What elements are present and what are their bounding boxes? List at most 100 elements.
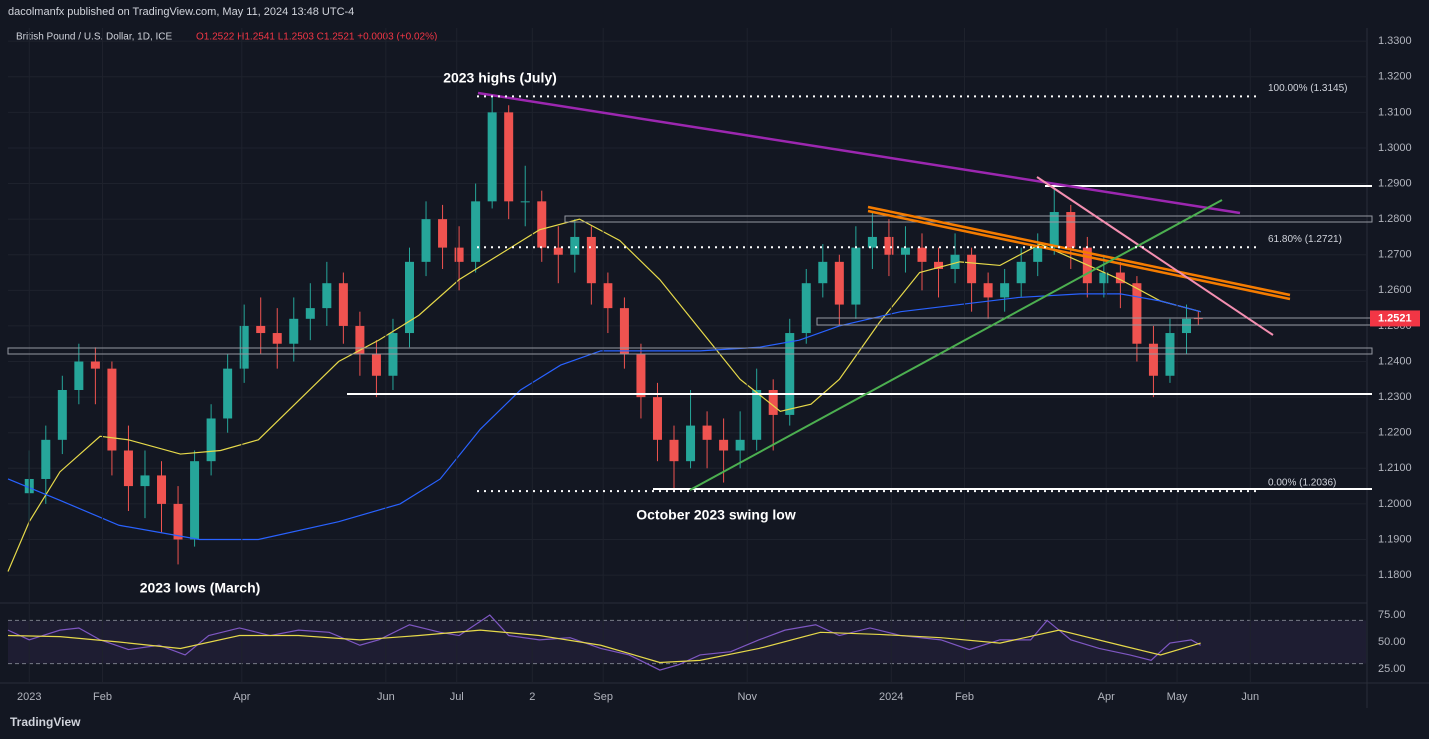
- candle-body: [884, 236, 894, 255]
- candle-body: [190, 461, 200, 540]
- x-tick-label: Feb: [955, 691, 974, 703]
- candle-body: [801, 283, 811, 334]
- fib-label: 61.80% (1.2721): [1268, 234, 1342, 245]
- candle-body: [471, 201, 481, 262]
- candle-body: [1016, 261, 1026, 284]
- x-tick-label: 2023: [17, 691, 41, 703]
- candle-body: [652, 397, 662, 440]
- candle-body: [1193, 318, 1203, 320]
- candle-body: [421, 219, 431, 262]
- candle-body: [1033, 247, 1043, 262]
- candle-body: [570, 236, 580, 255]
- candle-body: [834, 261, 844, 305]
- candle-body: [305, 308, 315, 319]
- candle-body: [636, 354, 646, 398]
- candle-body: [619, 308, 629, 355]
- candle-body: [239, 325, 249, 369]
- trendline: [477, 91, 1241, 215]
- zone: [564, 215, 1373, 223]
- candle-body: [900, 247, 910, 255]
- x-tick-label: Feb: [93, 691, 112, 703]
- candle-body: [57, 389, 67, 440]
- candle-body: [256, 325, 266, 334]
- candle-body: [140, 475, 150, 487]
- y-tick-label: 1.2200: [1378, 427, 1412, 439]
- candle-body: [1049, 212, 1059, 248]
- candle-body: [487, 112, 497, 202]
- x-tick-label: Jun: [1241, 691, 1259, 703]
- trendline: [867, 209, 1291, 301]
- candle-body: [785, 333, 795, 415]
- candle-body: [504, 112, 514, 202]
- candle-body: [520, 201, 530, 203]
- trendline: [867, 205, 1291, 297]
- candle-body: [107, 368, 117, 451]
- y-tick-label: 1.3200: [1378, 71, 1412, 83]
- candle-body: [537, 201, 547, 248]
- pane: [7, 28, 1366, 683]
- candle-body: [322, 283, 332, 309]
- y-tick-label: 25.00: [1378, 663, 1406, 675]
- candle-body: [967, 254, 977, 284]
- fib-label: 0.00% (1.2036): [1268, 478, 1336, 489]
- annotation: October 2023 swing low: [636, 507, 796, 523]
- trendline: [689, 199, 1223, 491]
- y-tick-label: 1.2700: [1378, 249, 1412, 261]
- annotation: 2023 lows (March): [140, 580, 261, 596]
- candle-body: [1066, 212, 1076, 248]
- ohlc: O1.2522 H1.2541 L1.2503 C1.2521 +0.0003 …: [196, 32, 437, 43]
- footer-logo: TradingView: [10, 715, 81, 729]
- candle-body: [1099, 272, 1109, 284]
- candle-body: [1132, 283, 1142, 344]
- candle-body: [173, 503, 183, 540]
- x-tick-label: 2024: [879, 691, 903, 703]
- price-tag: [1370, 310, 1420, 327]
- candle-body: [669, 439, 679, 462]
- y-tick-label: 1.3100: [1378, 106, 1412, 118]
- candle-body: [404, 261, 414, 334]
- price-tag-label: 1.2521: [1378, 312, 1412, 324]
- y-tick-label: 1.2600: [1378, 284, 1412, 296]
- trendline: [1036, 176, 1274, 336]
- candle-body: [41, 439, 51, 479]
- candle-body: [702, 425, 712, 440]
- candle-body: [90, 361, 100, 369]
- trendlines: [477, 91, 1291, 491]
- candle-body: [934, 261, 944, 269]
- candle-body: [603, 283, 613, 309]
- y-tick-label: 1.2300: [1378, 391, 1412, 403]
- annotation: 2023 highs (July): [443, 70, 557, 86]
- candle-body: [338, 283, 348, 326]
- y-tick-label: 75.00: [1378, 609, 1406, 621]
- candle-body: [818, 261, 828, 284]
- candle-body: [289, 318, 299, 344]
- y-tick-label: 1.3300: [1378, 35, 1412, 47]
- candle-body: [851, 247, 861, 305]
- candle-body: [917, 247, 927, 262]
- rsi-band: [8, 620, 1366, 664]
- candle-body: [206, 418, 216, 462]
- candle-body: [454, 247, 464, 262]
- candle-body: [438, 219, 448, 248]
- x-tick-label: Jul: [450, 691, 464, 703]
- zone: [7, 347, 1373, 355]
- candle-body: [355, 325, 365, 355]
- y-tick-label: 1.1900: [1378, 533, 1412, 545]
- x-tick-label: Sep: [593, 691, 613, 703]
- candle-body: [719, 439, 729, 451]
- candle-body: [553, 247, 563, 255]
- line: [7, 629, 1201, 664]
- x-tick-label: 2: [529, 691, 535, 703]
- candle-body: [272, 333, 282, 344]
- candle-body: [74, 361, 84, 390]
- candle-body: [867, 236, 877, 248]
- candle-body: [752, 389, 762, 440]
- fib-label: 100.00% (1.3145): [1268, 83, 1348, 94]
- candle-body: [1182, 318, 1192, 334]
- candle-body: [157, 475, 167, 504]
- candle-body: [686, 425, 696, 462]
- candle-body: [950, 254, 960, 269]
- x-tick-label: Jun: [377, 691, 395, 703]
